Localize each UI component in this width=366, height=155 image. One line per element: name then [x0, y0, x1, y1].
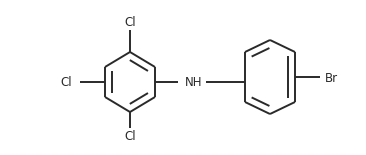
- Text: Cl: Cl: [124, 129, 136, 142]
- Text: Cl: Cl: [124, 16, 136, 29]
- Text: Br: Br: [325, 71, 338, 84]
- Text: NH: NH: [185, 75, 202, 89]
- Text: Cl: Cl: [60, 75, 72, 89]
